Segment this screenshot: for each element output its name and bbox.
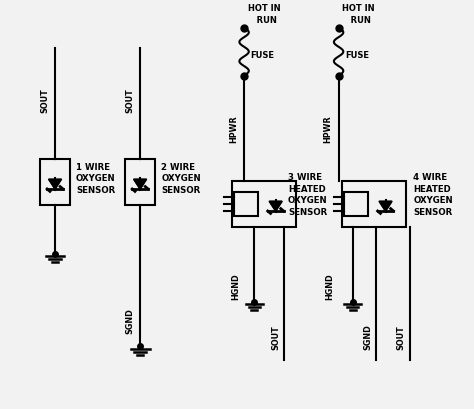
Bar	[345, 192, 368, 216]
Polygon shape	[269, 202, 282, 211]
Text: HOT IN
   RUN: HOT IN RUN	[248, 4, 281, 25]
Text: SOUT: SOUT	[125, 88, 134, 112]
Bar	[342, 182, 406, 227]
Text: HPWR: HPWR	[324, 115, 333, 143]
Polygon shape	[134, 180, 146, 189]
Polygon shape	[379, 202, 392, 211]
Bar	[235, 192, 258, 216]
Bar	[125, 160, 155, 205]
Text: 2 WIRE
OXYGEN
SENSOR: 2 WIRE OXYGEN SENSOR	[161, 162, 201, 194]
Text: SOUT: SOUT	[40, 88, 49, 112]
Text: HOT IN
   RUN: HOT IN RUN	[342, 4, 375, 25]
Text: 3 WIRE
HEATED
OXYGEN
SENSOR: 3 WIRE HEATED OXYGEN SENSOR	[288, 173, 328, 216]
Text: SGND: SGND	[364, 324, 373, 349]
Text: HGND: HGND	[231, 273, 240, 300]
Text: 1 WIRE
OXYGEN
SENSOR: 1 WIRE OXYGEN SENSOR	[76, 162, 116, 194]
Text: SOUT: SOUT	[271, 324, 280, 349]
Bar	[232, 182, 296, 227]
Text: FUSE: FUSE	[345, 51, 369, 60]
Bar	[40, 160, 71, 205]
Text: FUSE: FUSE	[250, 51, 274, 60]
Text: 4 WIRE
HEATED
OXYGEN
SENSOR: 4 WIRE HEATED OXYGEN SENSOR	[413, 173, 453, 216]
Text: HGND: HGND	[326, 273, 335, 300]
Text: SGND: SGND	[125, 308, 134, 333]
Text: HPWR: HPWR	[229, 115, 238, 143]
Polygon shape	[49, 180, 61, 189]
Text: SOUT: SOUT	[396, 324, 405, 349]
